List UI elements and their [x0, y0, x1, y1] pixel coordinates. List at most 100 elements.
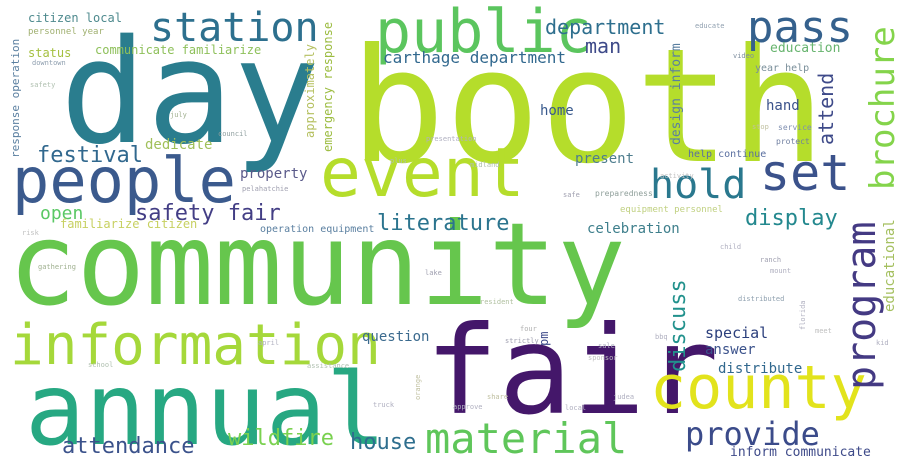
word-information: information — [10, 313, 381, 378]
word-stop: stop — [752, 123, 769, 131]
word-community: community — [8, 198, 626, 331]
word-man: man — [585, 34, 622, 58]
word-approximately: approximately — [303, 44, 317, 138]
word-brochure: brochure — [863, 26, 903, 190]
word-material: material — [425, 414, 628, 463]
word-local: local — [565, 404, 587, 412]
word-program: program — [839, 221, 885, 390]
word-mount: mount — [770, 267, 792, 275]
word-pm: pm — [537, 331, 551, 346]
word-bbq: bbq — [655, 333, 668, 341]
word-year-help: year help — [755, 63, 810, 74]
word-response-operation: response operation — [9, 38, 22, 158]
word-special: special — [705, 324, 769, 342]
word-educational: educational — [882, 219, 898, 312]
word-orange: orange — [414, 374, 422, 400]
word-hand: hand — [766, 98, 800, 114]
word-annual: annual — [25, 351, 387, 468]
word-distribute: distribute — [718, 361, 803, 377]
word-midland: midland — [470, 161, 500, 169]
word-discuss: discuss — [666, 279, 691, 372]
word-safe: safe — [563, 191, 580, 199]
word-presentation: presentation — [426, 135, 477, 143]
word-child: child — [720, 243, 742, 251]
word-fair: fair — [425, 300, 719, 442]
word-april: april — [258, 339, 280, 347]
word-provide: provide — [685, 415, 820, 453]
word-truck: truck — [373, 401, 395, 409]
word-plus: plus — [390, 157, 407, 165]
word-celebration: celebration — [587, 221, 680, 237]
word-pass: pass — [747, 2, 853, 53]
word-event: event — [320, 134, 525, 213]
word-citizen-local: citizen local — [28, 11, 122, 25]
word-four: four — [520, 325, 537, 333]
word-property: property — [240, 166, 308, 182]
word-strictly: strictly — [505, 337, 539, 345]
word-judea: judea — [613, 393, 635, 401]
word-education: education — [770, 41, 841, 56]
word-personnel-year: personnel year — [28, 27, 104, 37]
word-gathering: gathering — [38, 263, 76, 271]
word-status: status — [28, 46, 72, 60]
word-meet: meet — [815, 327, 832, 335]
word-present: present — [575, 151, 635, 167]
word-day: day — [60, 8, 321, 176]
word-protect: protect — [776, 137, 810, 146]
word-video: video — [733, 52, 755, 60]
word-equipment-personnel: equipment personnel — [620, 205, 723, 215]
word-educate: educate — [695, 22, 725, 30]
word-carthage-department: carthage department — [383, 48, 567, 67]
word-risk: risk — [22, 229, 39, 237]
word-communicate-familiarize: communicate familiarize — [95, 43, 262, 57]
word-familiarize-citizen: familiarize citizen — [60, 217, 198, 231]
word-operation-equipment: operation equipment — [260, 224, 375, 235]
word-attendance: attendance — [62, 434, 195, 459]
word-kid: kid — [876, 339, 889, 347]
word-safety-fair: safety fair — [135, 201, 281, 226]
word-public: public — [375, 0, 592, 67]
word-downtown: downtown — [32, 59, 66, 67]
word-people: people — [12, 144, 236, 217]
word-share: share — [487, 393, 509, 401]
word-florida: florida — [799, 300, 807, 330]
word-open: open — [40, 203, 84, 224]
word-ranch: ranch — [760, 256, 782, 264]
word-pelahatchie: pelahatchie — [242, 185, 289, 193]
word-preparedness: preparedness — [595, 189, 653, 198]
word-council: council — [218, 130, 248, 138]
word-activity: activity — [660, 172, 694, 180]
word-station: station — [150, 5, 319, 51]
word-question: question — [362, 329, 430, 345]
word-literature: literature — [377, 211, 510, 236]
word-safety: safety — [30, 81, 56, 89]
word-service: service — [778, 123, 812, 132]
word-help-continue: help continue — [688, 149, 767, 160]
word-dedicate: dedicate — [145, 137, 213, 153]
word-display: display — [745, 206, 838, 231]
word-county: county — [650, 353, 867, 423]
word-booth: booth — [350, 15, 826, 199]
word-festival: festival — [37, 143, 143, 168]
word-house: house — [350, 430, 417, 455]
word-july: july — [170, 111, 187, 119]
word-design-inform: design inform — [669, 43, 684, 145]
word-sale: sale — [598, 342, 615, 350]
word-approve: approve — [453, 403, 483, 411]
word-department: department — [545, 15, 666, 39]
word-school: school — [88, 361, 114, 369]
word-attend: attend — [814, 72, 838, 145]
word-emergency-response: emergency response — [321, 21, 335, 152]
word-resident: resident — [480, 298, 514, 306]
word-assistance: assistance — [307, 362, 350, 370]
word-sponsor: sponsor — [588, 354, 618, 362]
word-home: home — [540, 103, 574, 119]
word-hold: hold — [650, 162, 747, 208]
word-lake: lake — [425, 269, 442, 277]
word-set: set — [760, 144, 851, 202]
word-wildfire: wildfire — [228, 426, 334, 451]
word-inform-communicate: inform communicate — [730, 445, 871, 460]
word-answer: answer — [705, 342, 756, 358]
word-distributed: distributed — [738, 295, 785, 303]
